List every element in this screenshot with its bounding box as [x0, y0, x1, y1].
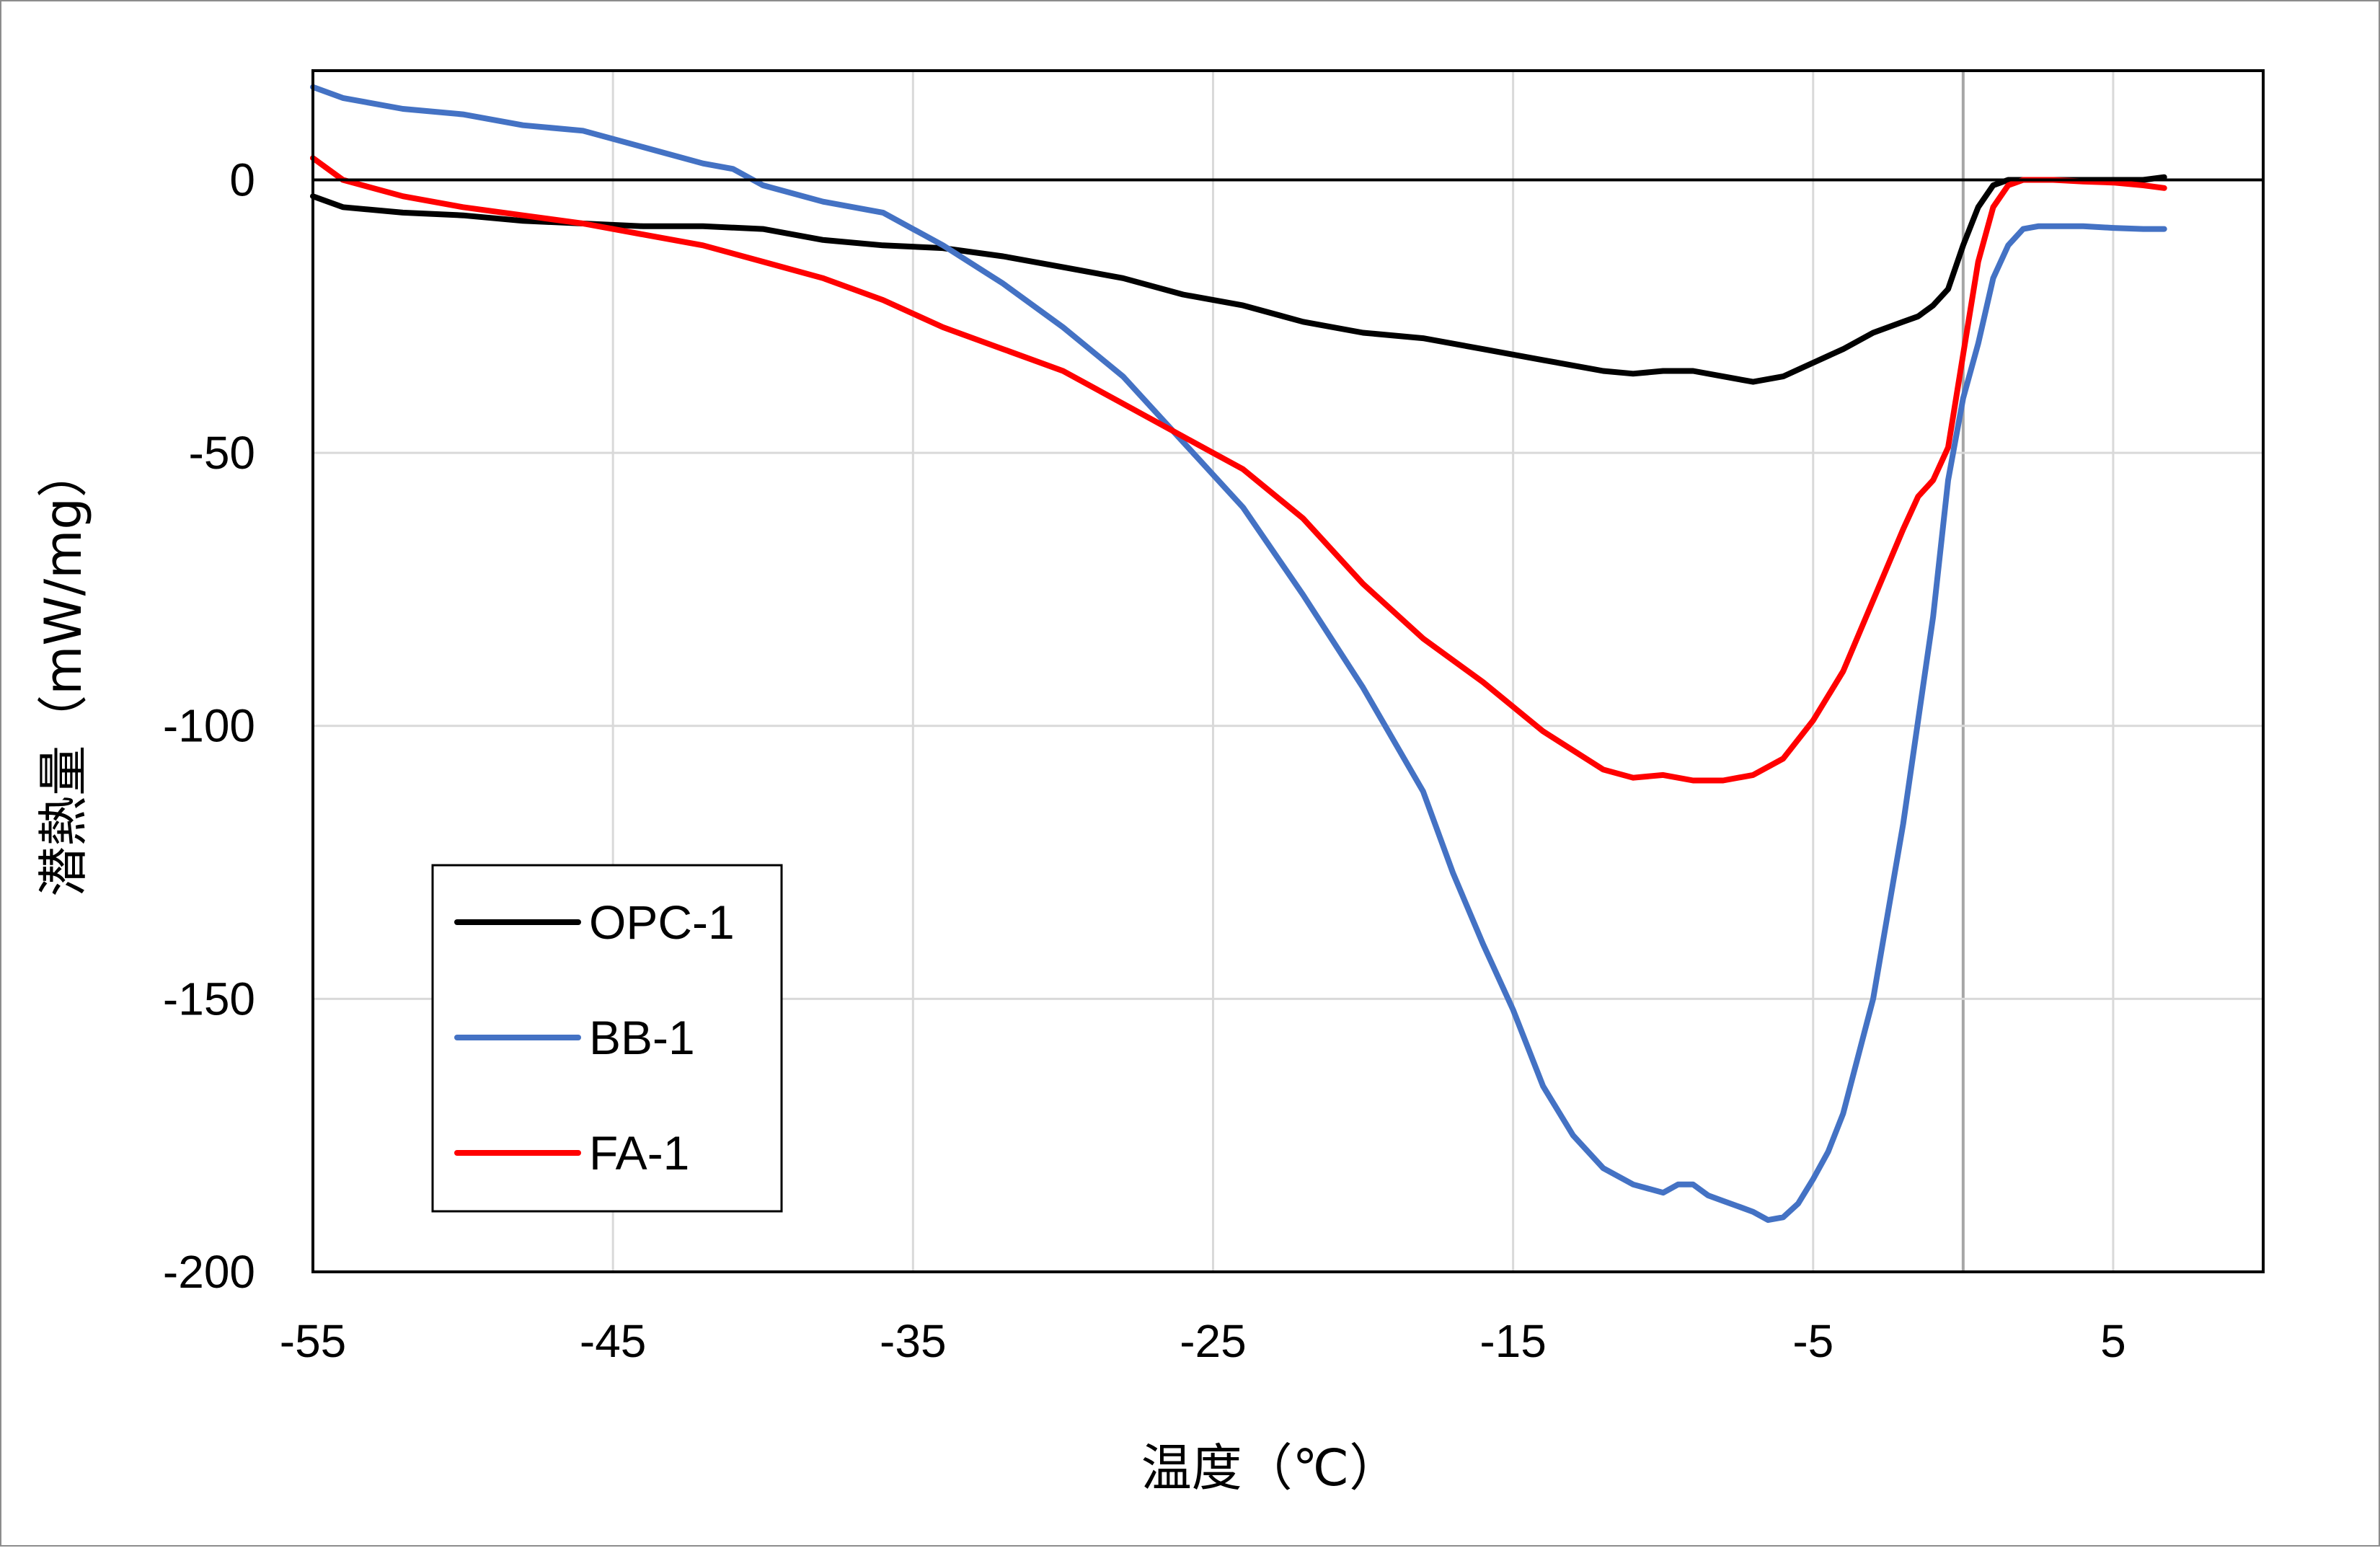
- grid: [313, 71, 2263, 1272]
- y-axis-title: 潜熱量（mW/mg）: [34, 447, 93, 897]
- legend-label-bb-1: BB-1: [589, 1011, 695, 1064]
- y-tick-label: -100: [163, 700, 255, 752]
- series-lines: [310, 84, 2167, 1224]
- series-line-fa-1: [310, 155, 2167, 784]
- y-tick-label: -50: [189, 427, 256, 479]
- legend: OPC-1 BB-1 FA-1: [431, 864, 783, 1213]
- legend-items: OPC-1 BB-1 FA-1: [454, 895, 735, 1180]
- x-tick-label: -15: [1479, 1315, 1547, 1367]
- x-tick-label: -35: [880, 1315, 947, 1367]
- tick-labels: -55 -45 -35 -25 -15 -5 50-50-100-150-200: [163, 154, 2126, 1367]
- y-tick-label: -150: [163, 973, 255, 1025]
- x-tick-label: -25: [1180, 1315, 1247, 1367]
- x-tick-label: -55: [280, 1315, 347, 1367]
- x-tick-label: -45: [580, 1315, 647, 1367]
- y-tick-label: 0: [229, 154, 255, 205]
- legend-label-fa-1: FA-1: [589, 1126, 689, 1180]
- series-line-bb-1: [310, 84, 2167, 1224]
- plot-area-border: [311, 69, 2265, 1273]
- x-tick-label: -5: [1792, 1315, 1833, 1367]
- series-line-opc-1: [310, 174, 2167, 385]
- axes: [311, 69, 2265, 1273]
- legend-label-opc-1: OPC-1: [589, 895, 735, 949]
- x-tick-label: 5: [2100, 1315, 2126, 1367]
- x-axis-title: 温度（℃）: [1141, 1438, 1400, 1498]
- y-tick-label: -200: [163, 1246, 255, 1298]
